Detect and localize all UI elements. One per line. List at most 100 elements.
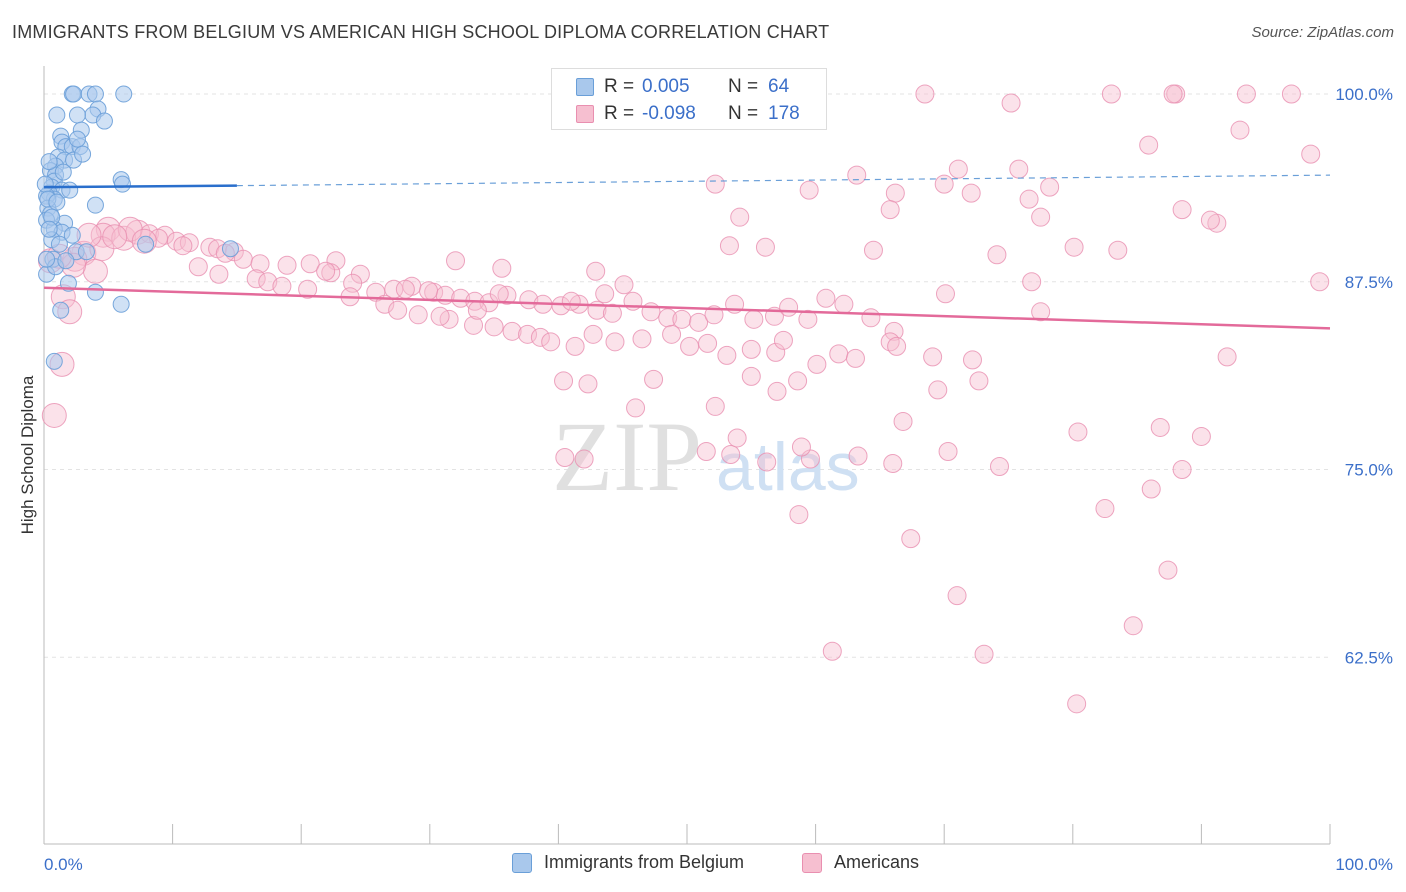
americans-point [705, 396, 725, 416]
americans-point [578, 374, 598, 394]
americans-point [561, 291, 581, 311]
belgium-trend-line [43, 184, 237, 189]
y-tick-label: 62.5% [1345, 648, 1393, 667]
belgium-point [86, 283, 104, 301]
americans-point [861, 308, 881, 328]
americans-point [1150, 417, 1170, 437]
americans-point [696, 441, 716, 461]
legend-r-value: 0.005 [642, 76, 690, 97]
americans-point [419, 281, 439, 301]
belgium-point [221, 240, 239, 258]
americans-point [884, 321, 904, 341]
americans-point [586, 261, 606, 281]
americans-point [767, 381, 787, 401]
correlation-legend: R = 0.005 N = 64 R = -0.098 N = 178 [551, 68, 827, 130]
americans-point [626, 398, 646, 418]
americans-point [518, 324, 538, 344]
americans-point [430, 306, 450, 326]
americans-point [467, 300, 487, 320]
americans-point [962, 350, 982, 370]
americans-point [969, 371, 989, 391]
belgium-point [63, 226, 81, 244]
belgium-point [68, 106, 86, 124]
legend-r-label: R = [604, 76, 635, 97]
americans-point [798, 309, 818, 329]
americans-point [326, 251, 346, 271]
source-credit: Source: ZipAtlas.com [1251, 24, 1394, 41]
americans-point [704, 305, 724, 325]
americans-point [1040, 177, 1060, 197]
americans-point [847, 165, 867, 185]
americans-point [822, 641, 842, 661]
belgium-point [77, 243, 95, 261]
americans-point [1067, 694, 1087, 714]
legend-n-value: 178 [768, 103, 800, 124]
belgium-point [48, 193, 66, 211]
americans-point [938, 441, 958, 461]
americans-point [1310, 272, 1330, 292]
americans-point [848, 446, 868, 466]
americans-point [757, 452, 777, 472]
americans-point [880, 200, 900, 220]
belgium-point [86, 85, 104, 103]
americans-point [947, 586, 967, 606]
americans-point [923, 347, 943, 367]
americans-point [741, 366, 761, 386]
americans-point [1095, 499, 1115, 519]
americans-point [689, 312, 709, 332]
americans-point [788, 371, 808, 391]
legend-row-americans: R = -0.098 N = 178 [576, 102, 808, 126]
americans-point [82, 258, 108, 284]
americans-point [555, 447, 575, 467]
belgium-point [95, 112, 113, 130]
belgium-point [57, 252, 75, 270]
americans-point [773, 330, 793, 350]
legend-row-belgium: R = 0.005 N = 64 [576, 75, 808, 99]
americans-point [935, 284, 955, 304]
belgium-point [86, 196, 104, 214]
americans-point [1139, 135, 1159, 155]
americans-point [1191, 426, 1211, 446]
gridlines [44, 93, 1330, 658]
americans-point [605, 332, 625, 352]
belgium-point [113, 175, 131, 193]
americans-point [614, 275, 634, 295]
legend-n-label: N = [728, 103, 759, 124]
y-tick-label: 100.0% [1335, 85, 1393, 104]
americans-point [1141, 479, 1161, 499]
y-tick-label: 75.0% [1345, 461, 1393, 480]
chart-title: IMMIGRANTS FROM BELGIUM VS AMERICAN HIGH… [12, 22, 830, 42]
americans-point [893, 411, 913, 431]
americans-point [1108, 240, 1128, 260]
americans-point [1172, 200, 1192, 220]
americans-point [741, 339, 761, 359]
belgium-point [36, 175, 54, 193]
americans-point [541, 332, 561, 352]
americans-point [554, 371, 574, 391]
americans-point [887, 336, 907, 356]
bottom-legend-label: Immigrants from Belgium [544, 852, 745, 872]
americans-point [595, 284, 615, 304]
americans-point [1123, 616, 1143, 636]
americans-point [246, 269, 266, 289]
americans-point [755, 237, 775, 257]
americans-point [530, 327, 550, 347]
americans-point [316, 261, 336, 281]
americans-point [492, 258, 512, 278]
legend-swatch-blue [576, 78, 594, 96]
watermark-atlas: atlas [716, 429, 860, 505]
americans-point [272, 276, 292, 296]
y-tick-label: 87.5% [1345, 273, 1393, 292]
americans-point [497, 285, 517, 305]
americans-point [1236, 84, 1256, 104]
americans-point [102, 224, 128, 250]
legend-swatch-pink [576, 105, 594, 123]
americans-point [583, 324, 603, 344]
belgium-point [38, 250, 56, 268]
americans-points [37, 84, 1330, 714]
americans-point [408, 305, 428, 325]
belgium-point [74, 145, 92, 163]
americans-point [451, 288, 471, 308]
americans-point [717, 345, 737, 365]
